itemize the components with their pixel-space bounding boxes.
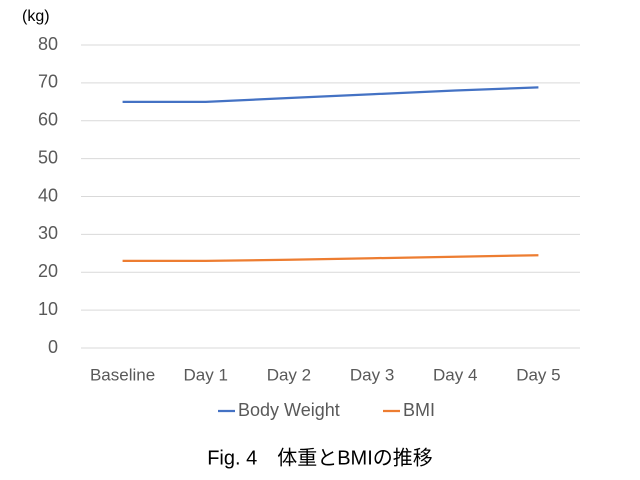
y-axis-label: (kg)	[22, 8, 50, 25]
y-tick-label: 70	[38, 72, 58, 92]
y-tick-label: 20	[38, 261, 58, 281]
legend-label: BMI	[403, 400, 435, 420]
x-tick-label: Day 3	[350, 365, 394, 384]
chart-title: Fig. 4 体重とBMIの推移	[207, 446, 433, 469]
y-tick-label: 0	[48, 337, 58, 357]
y-tick-label: 60	[38, 110, 58, 130]
x-tick-label: Day 1	[184, 365, 228, 384]
y-tick-label: 40	[38, 185, 58, 205]
x-tick-label: Day 5	[516, 365, 560, 384]
x-tick-label: Baseline	[90, 365, 155, 384]
x-tick-label: Day 4	[433, 365, 477, 384]
data-line	[122, 86, 539, 103]
y-tick-label: 10	[38, 299, 58, 319]
x-tick-label: Day 2	[267, 365, 311, 384]
y-tick-label: 30	[38, 223, 58, 243]
y-tick-label: 80	[38, 34, 58, 54]
legend-label: Body Weight	[238, 400, 340, 420]
y-tick-label: 50	[38, 147, 58, 167]
data-line	[122, 254, 539, 263]
